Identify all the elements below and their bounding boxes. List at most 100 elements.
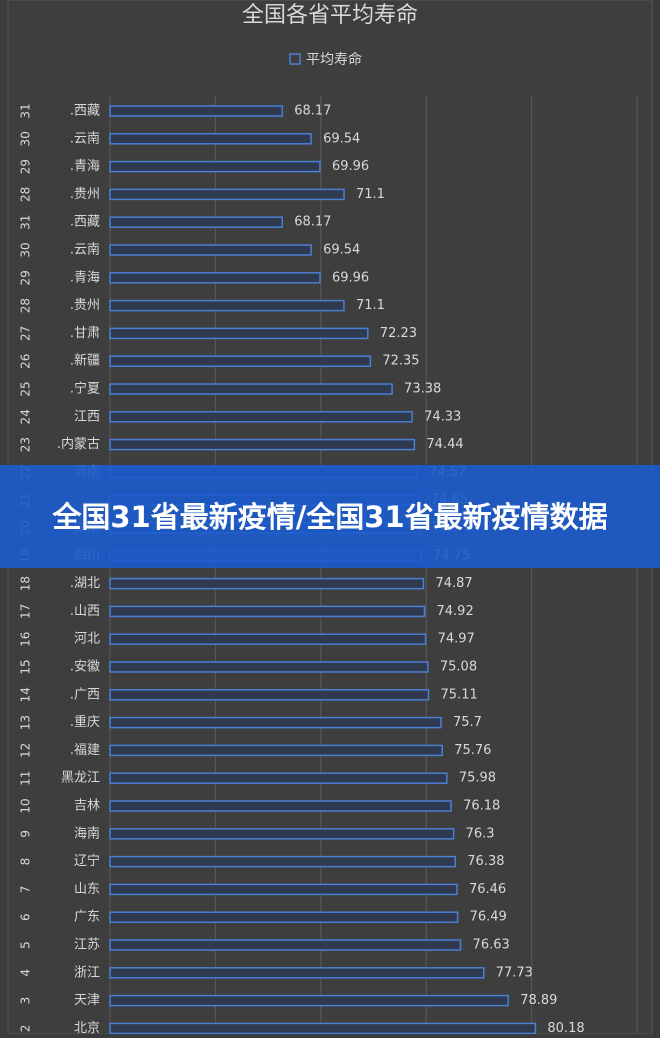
rank-label: 29 bbox=[19, 159, 33, 174]
value-label: 68.17 bbox=[294, 215, 331, 230]
bar bbox=[109, 355, 372, 367]
value-label: 74.44 bbox=[426, 437, 463, 452]
rank-label: 30 bbox=[19, 131, 33, 146]
rank-label: 17 bbox=[19, 604, 33, 619]
category-label: .福建 bbox=[70, 743, 100, 758]
category-label: .西藏 bbox=[70, 215, 100, 230]
value-label: 74.97 bbox=[438, 632, 475, 647]
category-label: .云南 bbox=[70, 130, 100, 146]
banner-title: 全国31省最新疫情/全国31省最新疫情数据 bbox=[52, 499, 608, 534]
value-label: 76.49 bbox=[470, 910, 507, 925]
bar bbox=[109, 883, 458, 896]
rank-label: 24 bbox=[19, 409, 33, 424]
category-label: .重庆 bbox=[70, 714, 100, 730]
category-label: .贵州 bbox=[70, 187, 100, 202]
value-label: 76.63 bbox=[473, 938, 510, 953]
category-label: .宁夏 bbox=[70, 381, 100, 397]
rank-label: 31 bbox=[19, 103, 33, 118]
bar bbox=[109, 1022, 537, 1035]
bar bbox=[109, 216, 283, 228]
value-label: 75.11 bbox=[441, 687, 478, 702]
rank-label: 14 bbox=[19, 687, 33, 702]
rank-label: 26 bbox=[19, 354, 33, 369]
bar bbox=[109, 633, 427, 645]
rank-label: 18 bbox=[19, 576, 33, 591]
category-label: .湖北 bbox=[70, 576, 100, 591]
rank-label: 2 bbox=[19, 1025, 33, 1033]
rank-label: 7 bbox=[19, 886, 33, 894]
category-label: .山西 bbox=[70, 604, 100, 619]
category-label: 吉林 bbox=[74, 799, 100, 814]
bar bbox=[109, 160, 321, 173]
value-label: 68.17 bbox=[294, 104, 331, 119]
value-label: 72.23 bbox=[380, 326, 417, 341]
value-label: 69.96 bbox=[332, 270, 369, 285]
rank-label: 28 bbox=[19, 298, 33, 313]
category-label: .云南 bbox=[70, 242, 100, 258]
bar bbox=[109, 967, 485, 979]
bar bbox=[109, 105, 283, 117]
category-label: 广东 bbox=[74, 910, 100, 925]
rank-label: 27 bbox=[19, 326, 33, 341]
category-label: .广西 bbox=[70, 687, 100, 702]
value-label: 74.87 bbox=[435, 576, 472, 591]
value-label: 71.1 bbox=[356, 298, 385, 313]
rank-label: 11 bbox=[19, 771, 33, 786]
value-label: 76.3 bbox=[466, 826, 495, 841]
bar bbox=[109, 994, 509, 1007]
rank-label: 29 bbox=[19, 270, 33, 285]
rank-label: 4 bbox=[19, 969, 33, 977]
bar bbox=[109, 411, 413, 423]
value-label: 75.76 bbox=[454, 743, 491, 758]
value-label: 74.33 bbox=[424, 409, 461, 424]
bar bbox=[109, 689, 430, 701]
rank-label: 31 bbox=[19, 215, 33, 230]
value-label: 71.1 bbox=[356, 187, 385, 202]
category-label: 天津 bbox=[74, 993, 100, 1008]
category-label: 江苏 bbox=[74, 937, 100, 953]
category-label: .青海 bbox=[70, 270, 100, 285]
value-label: 76.46 bbox=[469, 882, 506, 897]
legend-swatch bbox=[289, 53, 301, 65]
rank-label: 23 bbox=[19, 437, 33, 452]
category-label: 江西 bbox=[74, 409, 100, 424]
bar bbox=[109, 299, 345, 312]
bar bbox=[109, 188, 345, 201]
value-label: 69.54 bbox=[323, 243, 360, 258]
category-label: 黑龙江 bbox=[61, 771, 100, 786]
chart-title: 全国各省平均寿命 bbox=[242, 3, 418, 28]
category-label: 山东 bbox=[74, 882, 100, 897]
value-label: 69.96 bbox=[332, 159, 369, 174]
bar bbox=[109, 438, 416, 451]
bar bbox=[109, 716, 442, 729]
bar bbox=[109, 272, 321, 284]
rank-label: 15 bbox=[19, 659, 33, 674]
bar bbox=[109, 828, 455, 840]
bar bbox=[109, 577, 425, 590]
bar bbox=[109, 133, 312, 145]
bar bbox=[109, 911, 459, 923]
value-label: 76.18 bbox=[463, 799, 500, 814]
category-label: 北京 bbox=[74, 1021, 100, 1034]
category-label: .安徽 bbox=[70, 660, 100, 675]
category-label: .内蒙古 bbox=[57, 436, 100, 452]
rank-label: 13 bbox=[19, 715, 33, 730]
category-label: .新疆 bbox=[70, 353, 100, 369]
rank-label: 8 bbox=[19, 858, 33, 866]
bar bbox=[109, 327, 369, 340]
category-label: 河北 bbox=[74, 632, 100, 647]
rank-label: 16 bbox=[19, 632, 33, 647]
bar bbox=[109, 605, 426, 618]
rank-label: 28 bbox=[19, 187, 33, 202]
banner: 全国31省最新疫情/全国31省最新疫情数据 bbox=[0, 465, 660, 568]
value-label: 75.98 bbox=[459, 771, 496, 786]
category-label: .贵州 bbox=[70, 298, 100, 313]
category-label: .青海 bbox=[70, 159, 100, 174]
bar bbox=[109, 800, 452, 812]
bar bbox=[109, 772, 448, 784]
rank-label: 6 bbox=[19, 913, 33, 921]
bar bbox=[109, 661, 429, 673]
rank-label: 10 bbox=[19, 798, 33, 813]
value-label: 73.38 bbox=[404, 382, 441, 397]
